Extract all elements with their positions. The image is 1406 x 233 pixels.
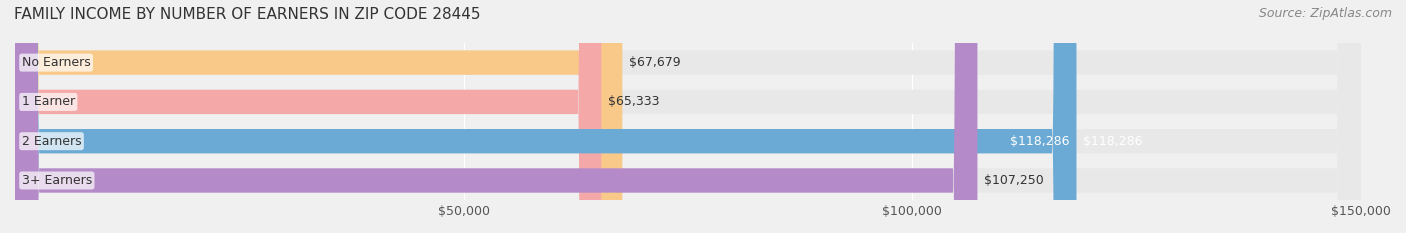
Text: $65,333: $65,333 xyxy=(607,95,659,108)
FancyBboxPatch shape xyxy=(15,0,623,233)
Text: $118,286: $118,286 xyxy=(1083,135,1143,148)
FancyBboxPatch shape xyxy=(15,0,1077,233)
FancyBboxPatch shape xyxy=(15,0,1361,233)
Text: No Earners: No Earners xyxy=(21,56,90,69)
FancyBboxPatch shape xyxy=(15,0,977,233)
Text: $107,250: $107,250 xyxy=(984,174,1043,187)
FancyBboxPatch shape xyxy=(15,0,1361,233)
Text: 1 Earner: 1 Earner xyxy=(21,95,75,108)
Text: Source: ZipAtlas.com: Source: ZipAtlas.com xyxy=(1258,7,1392,20)
Text: 3+ Earners: 3+ Earners xyxy=(21,174,91,187)
FancyBboxPatch shape xyxy=(15,0,1361,233)
Text: FAMILY INCOME BY NUMBER OF EARNERS IN ZIP CODE 28445: FAMILY INCOME BY NUMBER OF EARNERS IN ZI… xyxy=(14,7,481,22)
Text: 2 Earners: 2 Earners xyxy=(21,135,82,148)
FancyBboxPatch shape xyxy=(15,0,1361,233)
Text: $67,679: $67,679 xyxy=(628,56,681,69)
FancyBboxPatch shape xyxy=(15,0,602,233)
Text: $118,286: $118,286 xyxy=(1011,135,1070,148)
